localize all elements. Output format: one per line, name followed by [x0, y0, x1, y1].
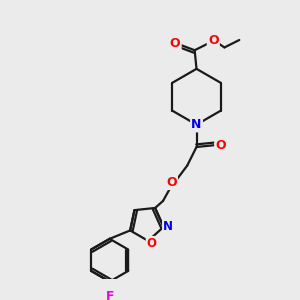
- Text: O: O: [147, 237, 157, 250]
- Text: F: F: [105, 290, 114, 300]
- Text: O: O: [215, 139, 226, 152]
- Text: N: N: [163, 220, 173, 232]
- Text: O: O: [166, 176, 177, 189]
- Text: O: O: [208, 34, 219, 47]
- Text: O: O: [170, 37, 180, 50]
- Text: N: N: [191, 118, 202, 131]
